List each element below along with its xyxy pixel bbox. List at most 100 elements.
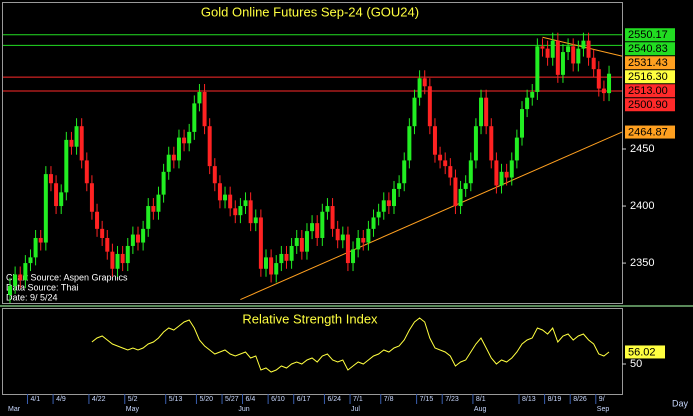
candle-body <box>238 206 243 216</box>
candle-body <box>335 228 340 241</box>
candle-body <box>422 78 427 87</box>
candle-body <box>95 211 100 229</box>
level-label: 2550.17 <box>628 29 668 41</box>
candle-body <box>161 171 166 195</box>
candle-body <box>320 211 325 238</box>
x-tick-label: 8/26 <box>573 396 587 403</box>
x-tick-label: 4/9 <box>56 396 66 403</box>
candle-body <box>115 253 120 269</box>
rsi-title: Relative Strength Index <box>242 311 378 326</box>
candle-body <box>361 237 366 243</box>
candle-body <box>381 200 386 212</box>
candle-body <box>264 257 268 269</box>
x-tick-label: 5/13 <box>169 396 183 403</box>
x-tick-label: 5/2 <box>128 396 138 403</box>
candle-body <box>136 234 140 243</box>
level-label-box <box>625 125 675 139</box>
candle-body <box>417 78 422 98</box>
candle-body <box>100 228 105 238</box>
y-tick-label: 2400 <box>630 200 654 212</box>
candle-body <box>43 174 48 243</box>
candle-body <box>330 206 335 229</box>
x-axis-label: Day <box>672 398 689 408</box>
candle-body <box>258 217 263 269</box>
candle-body <box>279 253 284 264</box>
candle-body <box>125 245 130 264</box>
candle-body <box>356 237 361 250</box>
candle-body <box>223 194 228 201</box>
candle-body <box>13 274 18 286</box>
candle-body <box>458 188 463 207</box>
candle-body <box>304 231 309 252</box>
month-label: Mar <box>8 406 21 413</box>
candle-body <box>84 160 89 184</box>
candle-body <box>494 160 499 186</box>
candle-body <box>402 160 407 184</box>
rsi-value-box <box>625 345 665 359</box>
candle-body <box>269 257 274 275</box>
x-tick-label: 6/17 <box>297 396 311 403</box>
candle-body <box>28 257 33 264</box>
candle-body <box>79 126 84 161</box>
candle-body <box>371 217 376 229</box>
candle-body <box>345 234 350 264</box>
candle-body <box>274 263 279 275</box>
candle-body <box>110 251 115 269</box>
candle-body <box>74 126 79 147</box>
annotation: Date: 9/ 5/24 <box>6 292 58 302</box>
rsi-panel-frame <box>2 308 623 395</box>
candle-body <box>453 177 458 207</box>
candle-body <box>530 91 535 98</box>
candle-body <box>243 200 248 207</box>
candle-body <box>366 228 371 243</box>
candle-body <box>233 208 238 216</box>
x-tick-label: 9/ <box>599 396 605 403</box>
candle-body <box>520 109 524 138</box>
candle-body <box>54 183 59 207</box>
x-tick-label: 8/13 <box>522 396 536 403</box>
candle-body <box>105 237 110 252</box>
candle-body <box>601 88 606 94</box>
level-label-box <box>625 98 675 112</box>
candle-body <box>310 223 315 232</box>
candle-body <box>566 46 571 53</box>
candle-body <box>48 174 53 184</box>
candle-body <box>212 166 217 184</box>
candle-body <box>166 154 171 172</box>
candle-body <box>499 171 504 186</box>
level-label-box <box>625 42 675 56</box>
candle-body <box>141 228 146 243</box>
candle-body <box>397 183 402 189</box>
x-tick-label: 5/20 <box>199 396 213 403</box>
candle-body <box>146 206 151 229</box>
candle-body <box>171 154 176 161</box>
candle-body <box>197 91 202 104</box>
month-label: Sep <box>597 406 610 413</box>
level-label-box <box>625 70 675 84</box>
x-tick-label: 7/23 <box>445 396 459 403</box>
chart-title: Gold Online Futures Sep-24 (GOU24) <box>201 4 419 19</box>
candle-body <box>514 137 519 161</box>
candle-body <box>33 237 38 258</box>
candle-body <box>468 160 473 184</box>
candle-body <box>182 137 187 144</box>
candle-body <box>376 211 381 218</box>
candle-body <box>192 103 197 132</box>
candle-body <box>555 40 560 75</box>
candle-body <box>432 126 437 155</box>
candle-body <box>325 206 330 212</box>
candle-body <box>253 217 258 224</box>
candle-body <box>8 285 12 296</box>
y-tick-label: 2450 <box>630 143 654 155</box>
x-tick-label: 4/1 <box>30 396 40 403</box>
candle-body <box>176 137 181 161</box>
candle-body <box>591 57 596 70</box>
candle-body <box>443 160 448 167</box>
annotation: Data Source: Thai <box>6 282 78 292</box>
x-tick-label: 7/15 <box>420 396 434 403</box>
candle-body <box>581 40 586 49</box>
candle-body <box>18 274 23 281</box>
rsi-line <box>91 317 610 373</box>
annotation: Chart Source: Aspen Graphics <box>6 272 128 282</box>
candle-body <box>586 40 591 58</box>
